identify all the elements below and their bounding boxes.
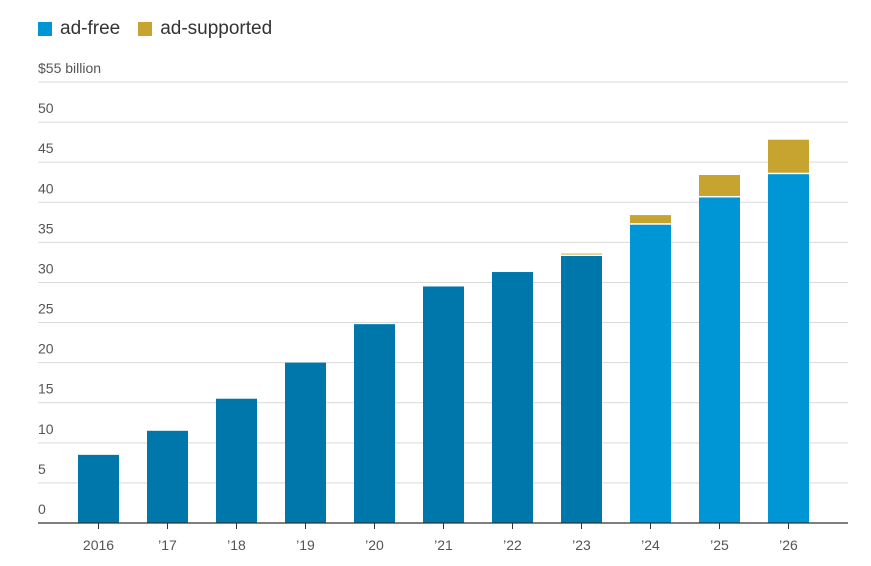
y-tick-label-30: 30	[38, 260, 54, 276]
bar-ad-supported-7	[561, 253, 602, 255]
y-tick-label-0: 0	[38, 501, 46, 517]
x-tick-label-7: ’23	[572, 537, 591, 553]
x-tick-label-9: ’25	[710, 537, 729, 553]
bar-ad-free-1	[147, 430, 188, 523]
bar-ad-free-8	[630, 224, 671, 523]
y-tick-label-10: 10	[38, 421, 54, 437]
x-tick-label-8: ’24	[641, 537, 660, 553]
bar-ad-supported-10	[768, 139, 809, 173]
x-tick-label-3: ’19	[296, 537, 315, 553]
bar-ad-free-0	[78, 454, 119, 523]
bar-ad-free-4	[354, 324, 395, 523]
legend: ad-free ad-supported	[38, 18, 272, 40]
bar-ad-free-6	[492, 272, 533, 523]
x-tick-label-6: ’22	[503, 537, 522, 553]
legend-swatch-ad-supported	[138, 22, 153, 36]
y-tick-label-35: 35	[38, 220, 54, 236]
legend-label-ad-supported: ad-supported	[160, 18, 273, 39]
bar-ad-free-9	[699, 197, 740, 523]
x-tick-label-4: ’20	[365, 537, 384, 553]
y-tick-label-5: 5	[38, 461, 46, 477]
bar-ad-free-3	[285, 362, 326, 523]
legend-item-ad-supported: ad-supported	[138, 18, 272, 40]
y-tick-label-40: 40	[38, 180, 54, 196]
bar-ad-free-2	[216, 398, 257, 523]
bar-ad-free-7	[561, 255, 602, 523]
bar-ad-supported-8	[630, 215, 671, 224]
y-tick-label-50: 50	[38, 100, 54, 116]
y-tick-label-15: 15	[38, 381, 54, 397]
x-tick-label-0: 2016	[83, 537, 114, 553]
legend-item-ad-free: ad-free	[38, 18, 120, 40]
bar-ad-supported-9	[699, 175, 740, 196]
y-tick-label-45: 45	[38, 140, 54, 156]
y-tick-label-25: 25	[38, 301, 54, 317]
x-tick-label-2: ’18	[227, 537, 246, 553]
x-tick-label-1: ’17	[158, 537, 177, 553]
legend-swatch-ad-free	[38, 22, 52, 36]
bar-ad-free-5	[423, 286, 464, 523]
legend-label-ad-free: ad-free	[60, 18, 121, 39]
y-tick-label-20: 20	[38, 341, 54, 357]
x-tick-label-10: ’26	[779, 537, 798, 553]
y-tick-label-55: $55 billion	[38, 60, 101, 76]
bar-ad-free-10	[768, 174, 809, 523]
x-tick-label-5: ’21	[434, 537, 453, 553]
